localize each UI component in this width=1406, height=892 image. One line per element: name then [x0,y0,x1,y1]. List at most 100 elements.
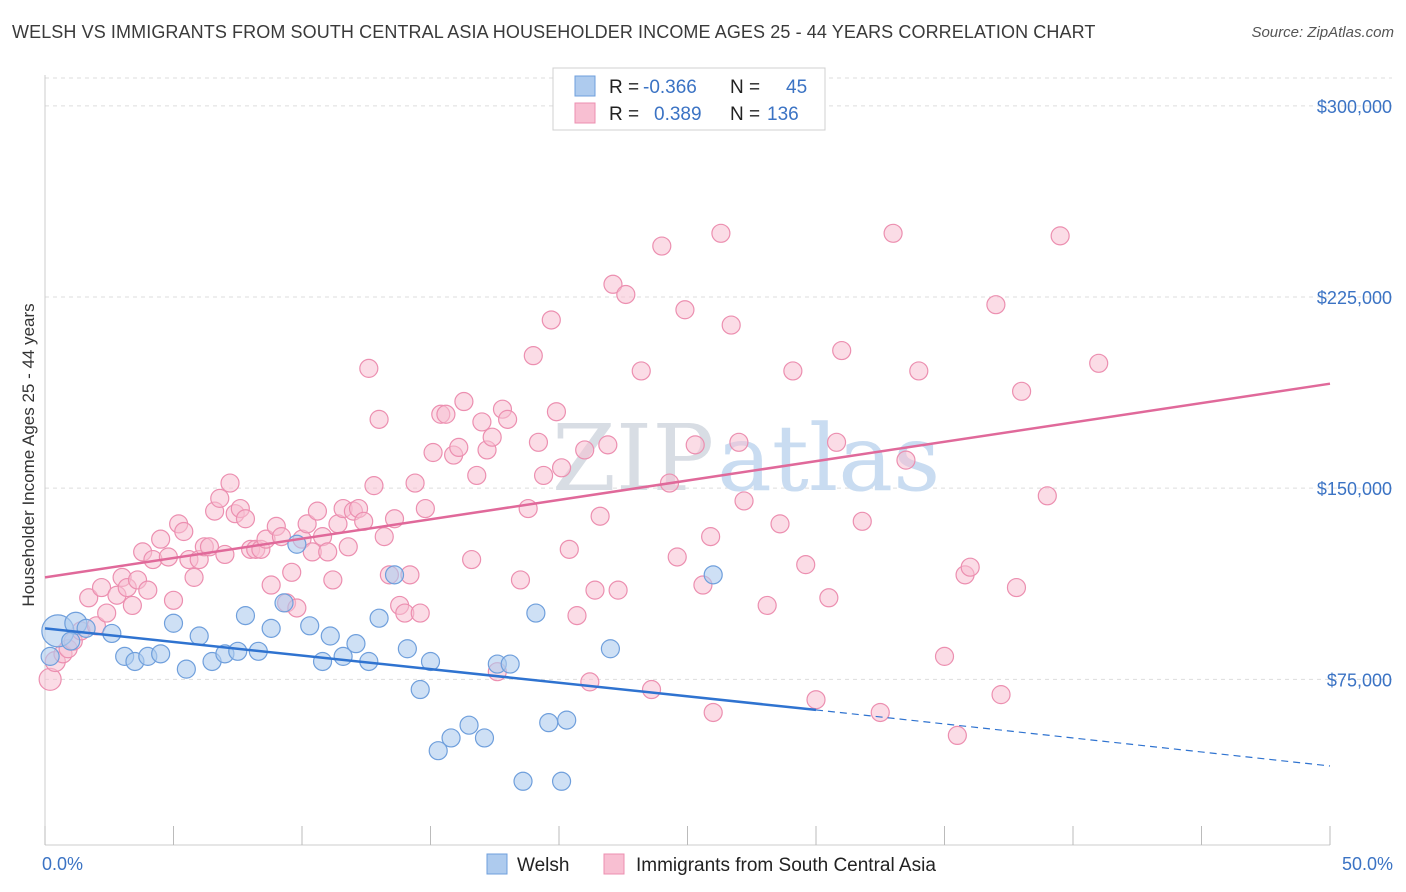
welsh-legend-swatch [574,75,596,97]
welsh-r-value: -0.366 [643,77,697,98]
immigrants-point [364,476,384,496]
welsh-point [189,626,209,646]
welsh-point [228,641,248,661]
immigrants-point [991,685,1011,705]
immigrants-point [585,580,605,600]
welsh-point [703,565,723,585]
immigrants-point [533,465,554,486]
immigrants-point [1006,577,1027,598]
immigrants-point [405,473,425,493]
y-tick-label: $300,000 [1317,97,1392,117]
immigrants-point [1037,486,1057,506]
immigrants-point [806,690,826,710]
welsh-point [420,651,441,672]
immig-r-label: R = [609,104,639,125]
immigrants-point [559,539,579,559]
welsh-point [61,631,81,651]
x-tick-labels: 0.0% 50.0% [42,854,1393,874]
welsh-point [261,618,281,638]
welsh-point [384,565,405,585]
immigrants-point [783,361,803,381]
welsh-point [474,728,495,748]
welsh-legend-label: Welsh [517,855,569,876]
immigrants-point [410,603,430,623]
welsh-point [176,659,196,679]
y-tick-label: $75,000 [1327,670,1392,690]
welsh-n-value: 45 [786,77,807,98]
immigrants-point [1050,226,1070,246]
axes [44,75,1331,846]
welsh-point [369,608,389,628]
series-legend: Welsh Immigrants from South Central Asia [486,853,936,876]
immigrants-point [369,409,389,429]
welsh-point [274,593,294,613]
immig-legend-swatch [574,102,596,124]
welsh-point [163,613,184,633]
immigrants-points [38,223,1109,746]
trend-lines [44,382,1331,767]
y-tick-label: $150,000 [1317,479,1392,499]
immigrants-point [374,527,394,547]
immigrants-point [852,511,872,531]
immigrants-point [986,295,1006,315]
immigrants-point [415,498,435,519]
welsh-point [428,741,448,761]
welsh-trend-extension [815,709,1331,767]
immigrants-point [652,236,672,256]
immigrants-point [567,606,587,626]
gridlines [45,77,1392,680]
immigrants-point [757,595,777,616]
immigrants-point [721,315,741,335]
immigrants-point [454,391,474,412]
immigrants-point [541,310,561,330]
watermark-zip: ZIP [552,405,714,512]
welsh-r-label: R = [609,77,639,98]
immigrants-point [467,465,487,486]
immigrants-point [498,409,518,429]
y-axis-label: Householder Income Ages 25 - 44 years [19,303,38,606]
immigrants-point [796,555,816,575]
immigrants-point [97,603,117,623]
immigrants-point [91,577,112,598]
immigrants-point [518,498,538,519]
immigrants-point [318,542,338,562]
welsh-point [600,639,621,659]
welsh-point [235,606,256,626]
immigrants-point [734,491,754,511]
immigrants-point [510,570,531,590]
chart-title: WELSH VS IMMIGRANTS FROM SOUTH CENTRAL A… [12,22,1096,42]
immigrants-point [870,702,890,723]
immigrants-point [616,284,636,305]
immigrants-point [297,514,317,534]
y-tick-label: $225,000 [1317,288,1392,308]
immigrants-point [282,562,302,582]
immigrants-point [826,432,847,452]
immigrants-point [603,274,623,294]
welsh-point [500,654,520,674]
immigrants-point [598,435,618,455]
immigrants-point [770,514,790,534]
immigrants-point [138,580,158,600]
welsh-trend-line [44,627,817,712]
welsh-point [151,644,171,664]
welsh-point [410,679,430,700]
welsh-point [76,618,96,638]
immigrants-point [580,672,600,692]
immigrants-point [472,412,492,432]
immigrants-point [1011,381,1032,401]
immigrants-point [909,361,929,381]
welsh-point [441,728,461,748]
welsh-point [40,646,60,666]
immigrants-point [729,432,749,452]
source-credit: Source: ZipAtlas.com [1251,24,1394,41]
immigrants-point [261,575,281,595]
immigrants-point [122,595,142,616]
immigrants-point [449,437,469,458]
immigrants-point [462,549,482,570]
immigrants-point [608,580,628,600]
immigrants-point [947,725,967,746]
welsh-point [397,639,417,659]
immigrants-point [590,506,610,526]
immigrants-point [523,346,543,366]
immigrants-point [832,340,852,361]
